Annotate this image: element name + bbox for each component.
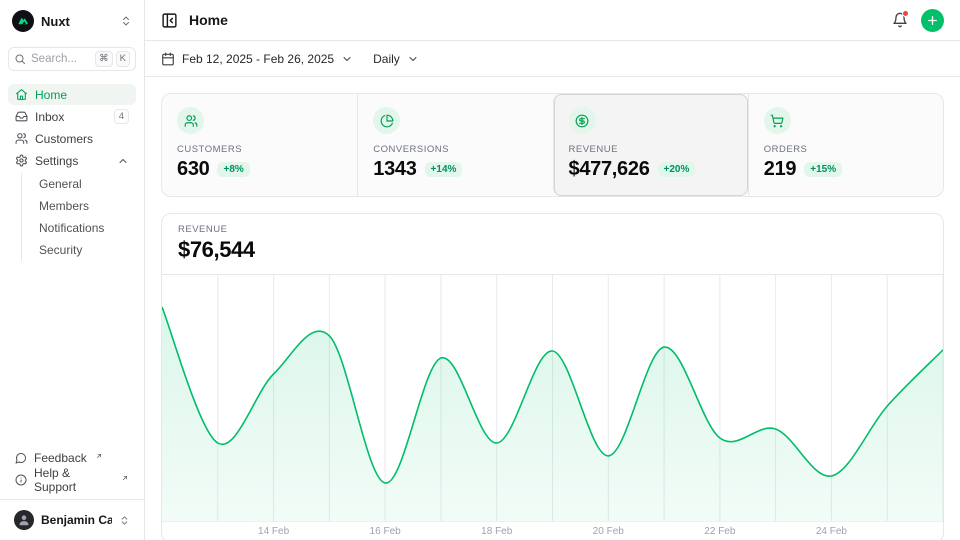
x-axis-tick-label: 22 Feb: [704, 526, 735, 537]
chart-pie-icon: [380, 114, 394, 128]
stat-delta-badge: +15%: [804, 162, 842, 177]
stats-row: CUSTOMERS 630 +8% CONVERSIONS 1343 +14% REVENU…: [161, 93, 944, 197]
granularity-value: Daily: [373, 52, 400, 66]
cart-icon: [770, 114, 784, 128]
stat-delta-badge: +8%: [217, 162, 249, 177]
main-area: Home Feb 12, 2025 - Feb 26, 2025 Daily: [145, 0, 960, 540]
sidebar-subitem-label: Notifications: [39, 221, 104, 235]
stat-card-orders[interactable]: ORDERS 219 +15%: [748, 94, 943, 196]
sidebar-item-settings[interactable]: Settings: [8, 150, 136, 171]
stat-value: 630: [177, 158, 209, 181]
sidebar-footer-nav: FeedbackHelp & Support: [8, 447, 136, 491]
users-icon: [15, 132, 28, 145]
sidebar-item-home[interactable]: Home: [8, 84, 136, 105]
kbd-key: K: [116, 51, 130, 67]
inbox-icon: [15, 110, 28, 123]
sidebar-item-customers[interactable]: Customers: [8, 128, 136, 149]
chart-x-axis: 14 Feb 16 Feb 18 Feb 20 Feb 22 Feb 24 Feb: [162, 521, 943, 540]
stat-card-revenue[interactable]: REVENUE $477,626 +20%: [553, 94, 748, 196]
external-icon: [121, 474, 129, 482]
stat-delta-badge: +20%: [658, 162, 696, 177]
plus-icon: [926, 14, 939, 27]
chevrons-up-down-icon: [120, 15, 132, 27]
external-icon: [95, 452, 103, 460]
sidebar-item-label: Inbox: [35, 110, 64, 124]
stat-card-conversions[interactable]: CONVERSIONS 1343 +14%: [357, 94, 552, 196]
chevron-down-icon: [341, 53, 353, 65]
search-shortcut: ⌘K: [95, 51, 130, 67]
x-axis-tick-label: 16 Feb: [370, 526, 401, 537]
chart-metric-label: REVENUE: [178, 224, 927, 235]
chevrons-up-down-icon: [119, 515, 130, 526]
granularity-select[interactable]: Daily: [373, 52, 419, 66]
sidebar-subitem-security[interactable]: Security: [22, 239, 136, 261]
stat-delta-badge: +14%: [425, 162, 463, 177]
chart-metric-value: $76,544: [178, 237, 927, 263]
x-axis-tick-label: 18 Feb: [481, 526, 512, 537]
circle-dollar-icon: [575, 114, 589, 128]
stat-label: CUSTOMERS: [177, 144, 342, 155]
calendar-icon: [161, 52, 175, 66]
workspace-switcher[interactable]: Nuxt: [8, 8, 136, 34]
stat-label: CONVERSIONS: [373, 144, 537, 155]
search-input[interactable]: Search... ⌘K: [8, 47, 136, 71]
sidebar-item-label: Customers: [35, 132, 93, 146]
kbd-key: ⌘: [95, 51, 113, 67]
sidebar-item-label: Help & Support: [34, 466, 113, 494]
user-name: Benjamin Canac: [41, 513, 112, 527]
avatar: [14, 510, 34, 530]
settings-subnav: General Members Notifications Security: [21, 173, 136, 261]
sidebar-subitem-general[interactable]: General: [22, 173, 136, 195]
revenue-chart-panel: REVENUE $76,544 14 Feb 16 Feb 18 Feb 20 Feb…: [161, 213, 944, 540]
date-range-value: Feb 12, 2025 - Feb 26, 2025: [182, 52, 334, 66]
chart-header: REVENUE $76,544: [162, 214, 943, 275]
stat-value: $477,626: [569, 158, 650, 181]
nuxt-logo-icon: [12, 10, 34, 32]
home-icon: [15, 88, 28, 101]
search-placeholder: Search...: [31, 53, 90, 65]
stat-label: REVENUE: [569, 144, 733, 155]
sidebar-subitem-label: General: [39, 177, 82, 191]
search-icon: [14, 53, 26, 65]
page-title: Home: [189, 12, 228, 28]
sidebar-item-inbox[interactable]: Inbox 4: [8, 106, 136, 127]
sidebar: Nuxt Search... ⌘K Home Inbox 4 Customers Set…: [0, 0, 145, 540]
sidebar-subitem-members[interactable]: Members: [22, 195, 136, 217]
filters-toolbar: Feb 12, 2025 - Feb 26, 2025 Daily: [145, 41, 960, 77]
chevron-down-icon: [407, 53, 419, 65]
x-axis-tick-label: 20 Feb: [593, 526, 624, 537]
sidebar-nav: Home Inbox 4 Customers Settings General Member…: [8, 84, 136, 265]
sidebar-item-label: Settings: [35, 154, 78, 168]
inbox-count-badge: 4: [114, 109, 129, 125]
users-icon: [184, 114, 198, 128]
revenue-area-chart[interactable]: [162, 275, 943, 521]
stat-value: 1343: [373, 158, 416, 181]
user-menu[interactable]: Benjamin Canac: [8, 508, 136, 532]
stat-card-customers[interactable]: CUSTOMERS 630 +8%: [162, 94, 357, 196]
sidebar-subitem-notifications[interactable]: Notifications: [22, 217, 136, 239]
sidebar-item-help-support[interactable]: Help & Support: [8, 469, 136, 491]
topbar: Home: [145, 0, 960, 41]
sidebar-subitem-label: Security: [39, 243, 82, 257]
date-range-picker[interactable]: Feb 12, 2025 - Feb 26, 2025: [161, 52, 353, 66]
sidebar-subitem-label: Members: [39, 199, 89, 213]
dashboard-content: CUSTOMERS 630 +8% CONVERSIONS 1343 +14% REVENU…: [145, 77, 960, 540]
collapse-sidebar-icon[interactable]: [161, 12, 178, 29]
notification-dot: [902, 10, 909, 17]
chevron-up-icon: [117, 155, 129, 167]
x-axis-tick-label: 24 Feb: [816, 526, 847, 537]
feedback-icon: [15, 452, 27, 464]
x-axis-tick-label: 14 Feb: [258, 526, 289, 537]
stat-label: ORDERS: [764, 144, 928, 155]
sidebar-divider: [0, 499, 144, 500]
stat-value: 219: [764, 158, 796, 181]
help-icon: [15, 474, 27, 486]
sidebar-item-label: Feedback: [34, 451, 87, 465]
add-button[interactable]: [921, 9, 944, 32]
notifications-button[interactable]: [892, 12, 908, 28]
sidebar-item-label: Home: [35, 88, 67, 102]
gear-icon: [15, 154, 28, 167]
workspace-name: Nuxt: [41, 14, 113, 29]
